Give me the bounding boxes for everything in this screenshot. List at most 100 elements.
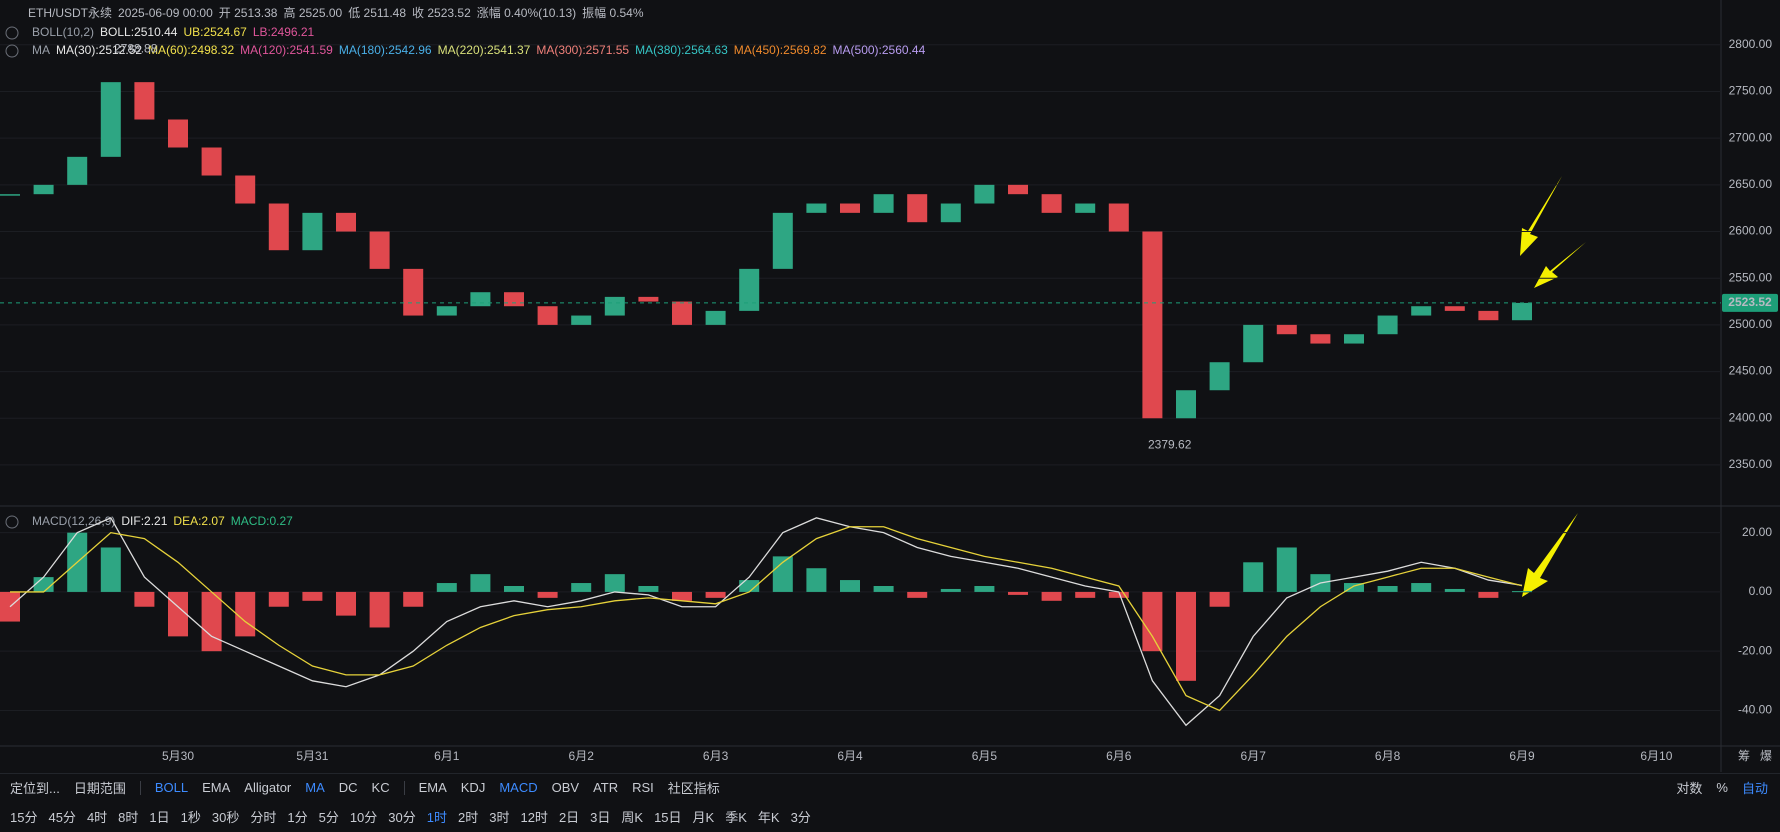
scale-option[interactable]: % [1716,780,1728,795]
timeframe[interactable]: 2日 [558,809,580,825]
timeframe[interactable]: 8时 [118,809,139,825]
header-field: 低 2511.48 [348,6,406,20]
legend-item: LB:2496.21 [253,25,315,39]
main-indicator[interactable]: MA [305,780,325,795]
candle [369,231,390,269]
legend-item: MA(500):2560.44 [833,43,926,57]
x-tick-label: 6月9 [1509,749,1535,763]
candle [0,194,20,196]
macd-bar [907,591,928,598]
candle [1209,362,1230,391]
y-tick-label: 20.00 [1742,525,1772,539]
sub-indicator[interactable]: ATR [593,780,619,795]
timeframe[interactable]: 季K [725,809,747,825]
main-indicator[interactable]: BOLL [154,780,189,795]
scale-option[interactable]: 对数 [1676,781,1703,796]
legend-item: MA [32,43,50,57]
timeframe[interactable]: 12时 [520,809,548,825]
timeframe[interactable]: 分时 [250,809,277,825]
macd-bar [940,588,961,592]
timeframe[interactable]: 15分 [10,809,38,825]
candle [504,292,524,307]
community-indicators[interactable]: 社区指标 [667,781,720,796]
macd-bar [537,591,558,598]
candle [201,147,222,176]
timeframe[interactable]: 30分 [388,809,416,825]
legend-item: MA(220):2541.37 [438,43,531,57]
legend-item: MA(120):2541.59 [240,43,333,57]
macd-bar [705,591,726,598]
timeframe[interactable]: 月K [692,809,715,825]
sub-indicator[interactable]: RSI [632,780,654,795]
y-tick-label: 2800.00 [1729,37,1773,51]
candle [302,212,323,251]
timeframe[interactable]: 2时 [458,809,479,825]
timeframe[interactable]: 30秒 [211,809,240,825]
timeframe[interactable]: 3分 [790,809,811,825]
legend-item: MA(450):2569.82 [734,43,827,57]
macd-bar [1176,591,1196,681]
scale-option[interactable]: 自动 [1741,781,1768,796]
main-indicator[interactable]: Alligator [244,780,292,795]
legend-item: UB:2524.67 [183,25,247,39]
toolbar: 定位到... 日期范围 BOLL EMA Alligator MA DC KC EMA KDJ MA… [0,773,1780,801]
sub-indicator[interactable]: MACD [499,780,538,795]
timeframe[interactable]: 10分 [349,809,378,825]
timeframe[interactable]: 3日 [590,809,611,825]
candle [1243,324,1264,363]
y-tick-label: 2450.00 [1729,364,1773,378]
timeframe[interactable]: 5分 [318,809,339,825]
main-indicator[interactable]: KC [371,780,390,795]
macd-bar [672,591,692,601]
legend-item: DIF:2.21 [121,514,167,528]
timeframe[interactable]: 1秒 [180,809,201,825]
timeframe[interactable]: 1日 [149,809,170,825]
toggle-icon [5,44,19,58]
candle [940,203,961,223]
macd-bar [1209,591,1230,607]
legend-item: MA(300):2571.55 [536,43,629,57]
macd-bar [336,591,356,616]
legend-item: MA(180):2542.96 [339,43,432,57]
y-tick-label: -20.00 [1738,643,1772,657]
sub-indicator[interactable]: EMA [418,780,447,795]
tool-button[interactable]: 定位到... [10,781,60,796]
y-tick-label: 0.00 [1749,584,1773,598]
timeframe[interactable]: 年K [757,809,780,825]
timeframe[interactable]: 45分 [48,809,76,825]
sub-indicator[interactable]: KDJ [460,780,486,795]
indicator-legend: MACD(12,26,9) DIF:2.21 DEA:2.07 MACD:0.27 [32,514,293,528]
candle [168,119,188,148]
candle [1142,231,1163,419]
legend-item: DEA:2.07 [173,514,225,528]
toggle-icon [5,26,19,40]
macd-bar [504,586,524,592]
main-indicator[interactable]: EMA [202,780,231,795]
y-tick-label: 2350.00 [1729,457,1773,471]
timeframe[interactable]: 15日 [654,809,682,825]
candle [907,194,928,223]
macd-bar [201,591,222,652]
timeframe[interactable]: 周K [621,809,644,825]
timeframe[interactable]: 1时 [426,809,447,825]
macd-bar [1377,586,1398,592]
indicator-legend: MA MA(30):2512.52 MA(60):2498.32 MA(120):25… [32,43,926,57]
macd-bar [1108,591,1129,598]
candle [604,296,625,316]
candle [100,82,121,157]
sub-indicator[interactable]: OBV [551,780,580,795]
candle [772,212,793,269]
timeframe[interactable]: 3时 [489,809,510,825]
x-tick-label: 6月10 [1640,749,1672,763]
candle [1411,306,1432,316]
axis-corner: 筹 [1738,749,1750,763]
candle [974,184,995,204]
last-price-label: 2523.52 [1728,295,1772,309]
timeframe[interactable]: 4时 [86,809,108,825]
timeframe[interactable]: 1分 [287,809,308,825]
header-field: 高 2525.00 [283,5,342,20]
candle [1041,194,1062,213]
tool-button[interactable]: 日期范围 [73,781,126,796]
main-indicator[interactable]: DC [338,780,358,795]
